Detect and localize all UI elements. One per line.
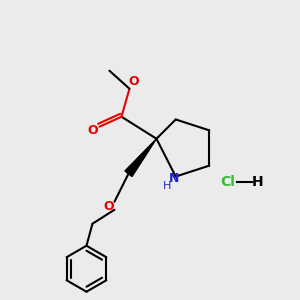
Text: H: H bbox=[163, 181, 171, 190]
Text: O: O bbox=[103, 200, 114, 213]
Text: N: N bbox=[169, 172, 179, 185]
Text: Cl: Cl bbox=[220, 175, 236, 189]
Polygon shape bbox=[125, 139, 157, 176]
Text: H: H bbox=[252, 175, 264, 189]
Text: O: O bbox=[128, 75, 139, 88]
Text: O: O bbox=[87, 124, 98, 137]
